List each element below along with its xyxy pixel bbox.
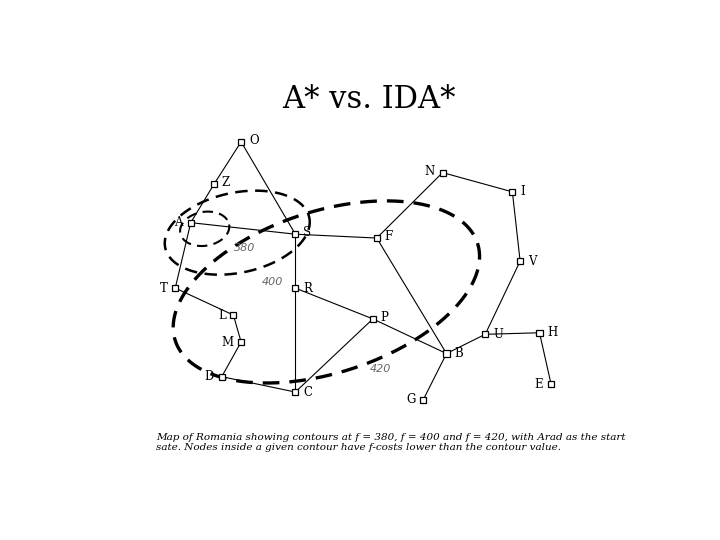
Text: U: U — [493, 328, 503, 341]
Bar — [292, 231, 299, 237]
Text: R: R — [303, 281, 312, 295]
Bar — [238, 139, 244, 145]
Text: A* vs. IDA*: A* vs. IDA* — [282, 84, 456, 115]
Bar — [238, 339, 244, 345]
Bar — [420, 397, 426, 403]
Bar — [370, 316, 376, 322]
Bar — [548, 381, 554, 387]
Bar — [230, 312, 236, 318]
Text: L: L — [218, 308, 225, 321]
Text: D: D — [204, 370, 214, 383]
Bar — [439, 170, 446, 176]
Text: S: S — [303, 226, 311, 239]
Text: Map of Romania showing contours at f = 380, f = 400 and f = 420, with Arad as th: Map of Romania showing contours at f = 3… — [156, 433, 626, 453]
Bar — [444, 350, 449, 356]
Text: 380: 380 — [234, 243, 256, 253]
Text: O: O — [249, 134, 258, 147]
Bar — [517, 258, 523, 264]
Bar — [172, 285, 179, 291]
Text: E: E — [535, 378, 544, 391]
Bar — [211, 181, 217, 187]
Text: V: V — [528, 255, 536, 268]
Text: F: F — [384, 230, 392, 243]
Text: P: P — [381, 311, 389, 324]
Text: G: G — [406, 393, 415, 406]
Text: 400: 400 — [261, 277, 283, 287]
Text: A: A — [174, 216, 183, 229]
Text: N: N — [425, 165, 435, 178]
Bar — [482, 331, 488, 338]
Text: M: M — [221, 335, 233, 348]
Text: T: T — [160, 281, 168, 295]
Text: Z: Z — [222, 176, 230, 189]
Bar — [509, 189, 516, 195]
Text: C: C — [303, 386, 312, 399]
Bar — [536, 330, 543, 336]
Bar — [292, 389, 299, 395]
Bar — [292, 285, 299, 291]
Bar — [374, 235, 380, 241]
Bar — [188, 220, 194, 226]
Text: 420: 420 — [370, 364, 391, 374]
Bar — [219, 374, 225, 380]
Text: B: B — [454, 347, 463, 360]
Text: H: H — [547, 326, 557, 339]
Text: I: I — [520, 185, 525, 198]
